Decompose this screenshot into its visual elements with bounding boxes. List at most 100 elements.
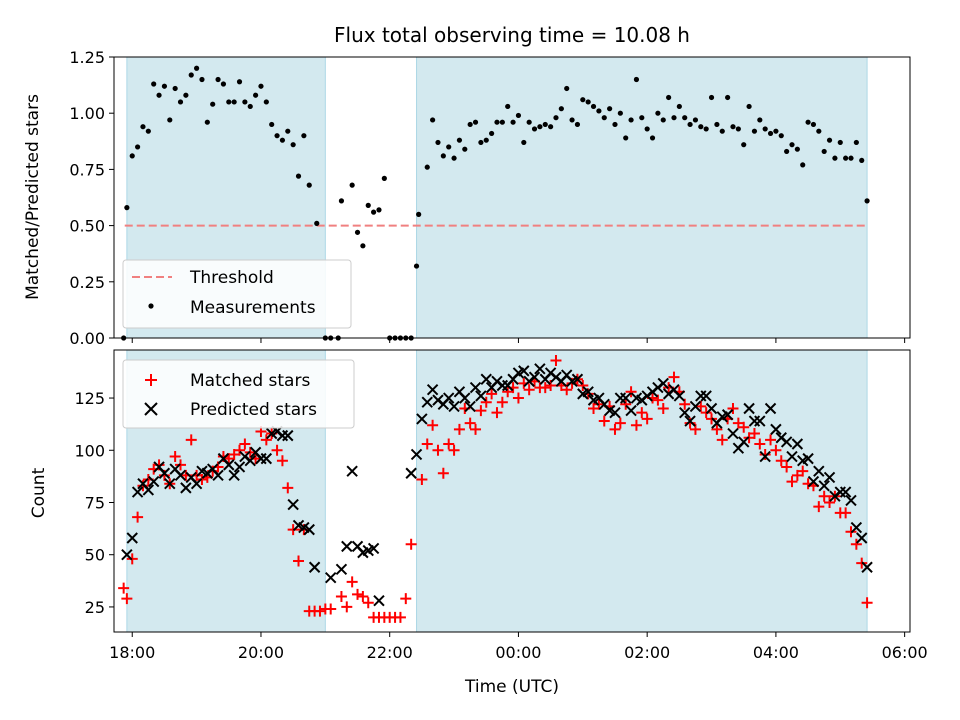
y-tick-label: 100 xyxy=(74,441,105,460)
bottom-panel: 25 50 75 100 125 18:00 20:00 22:00 00:00 02:00 04… xyxy=(29,349,928,697)
y-tick-label: 0.00 xyxy=(69,329,105,348)
measurement-point xyxy=(628,117,634,123)
measurement-point xyxy=(853,139,859,146)
predicted-star-point xyxy=(625,404,637,417)
measurement-point xyxy=(837,139,843,146)
measurement-point xyxy=(714,121,720,128)
matched-star-point xyxy=(496,396,508,408)
matched-star-point xyxy=(818,490,830,502)
x-tick-label: 02:00 xyxy=(624,643,670,662)
matched-star-point xyxy=(357,590,369,602)
predicted-star-point xyxy=(861,561,873,573)
measurements-legend-swatch xyxy=(148,303,154,309)
predicted-star-point xyxy=(518,365,530,377)
measurement-point xyxy=(778,133,784,139)
matched-star-point xyxy=(362,597,374,609)
matched-star-point xyxy=(121,593,133,605)
measurement-point xyxy=(676,103,682,110)
top-x-axis-ticks xyxy=(131,338,906,343)
predicted-star-point xyxy=(244,455,256,467)
predicted-star-point xyxy=(126,532,138,544)
measurement-point xyxy=(416,211,422,217)
matched-star-point xyxy=(443,438,455,450)
matched-star-point xyxy=(352,588,364,600)
measurement-point xyxy=(226,99,232,105)
predicted-star-point xyxy=(754,415,766,427)
predicted-star-point xyxy=(721,409,734,421)
predicted-star-point xyxy=(743,402,755,415)
predicted-star-point xyxy=(421,396,433,408)
matched-star-point xyxy=(695,400,707,412)
measurement-point xyxy=(440,153,446,159)
threshold-legend-label: Threshold xyxy=(189,268,274,288)
measurement-point xyxy=(708,94,715,101)
measurement-point xyxy=(580,97,586,103)
matched-star-point xyxy=(416,474,428,486)
x-axis-label: Time (UTC) xyxy=(464,677,559,697)
matched-star-point xyxy=(545,380,557,392)
matched-star-point xyxy=(625,386,637,398)
y-tick-label: 75 xyxy=(85,493,105,512)
measurement-point xyxy=(269,121,275,128)
matched-star-point xyxy=(427,419,439,431)
measurement-point xyxy=(596,108,602,114)
predicted-star-point xyxy=(689,400,702,413)
matched-star-point xyxy=(271,444,283,456)
measurement-point xyxy=(644,126,650,132)
measurement-point xyxy=(161,83,168,89)
bottom-y-axis-ticks: 25 50 75 100 125 xyxy=(74,389,114,617)
matched-star-point xyxy=(850,538,862,550)
matched-star-point xyxy=(775,455,787,467)
predicted-star-point xyxy=(657,377,669,390)
predicted-star-point xyxy=(448,400,460,413)
measurement-point xyxy=(124,205,130,211)
measurement-point xyxy=(371,209,377,215)
matched-legend-label: Matched stars xyxy=(190,371,310,391)
measurement-point xyxy=(816,128,822,134)
matched-star-point xyxy=(668,371,680,383)
predicted-star-point xyxy=(121,549,133,561)
measurement-point xyxy=(435,139,441,146)
predicted-star-point xyxy=(212,469,224,482)
bottom-plot-frame xyxy=(113,349,911,633)
predicted-star-point xyxy=(673,390,686,402)
matched-star-point xyxy=(260,434,272,446)
predicted-star-point xyxy=(620,392,632,404)
measurement-point xyxy=(623,135,629,141)
predicted-star-point xyxy=(850,521,863,534)
measurement-point xyxy=(220,81,227,87)
measurement-point xyxy=(279,137,286,143)
y-tick-label: 0.25 xyxy=(69,273,105,292)
matched-star-point xyxy=(824,496,836,508)
x-tick-label: 20:00 xyxy=(238,643,284,662)
matched-star-point xyxy=(711,423,723,435)
measurement-point xyxy=(757,117,763,123)
matched-star-point xyxy=(464,417,476,429)
predicted-star-point xyxy=(727,427,739,440)
measurement-point xyxy=(135,144,141,150)
measurement-point xyxy=(215,76,221,83)
predicted-star-point xyxy=(480,373,492,385)
measurement-point xyxy=(558,106,564,112)
predicted-star-point xyxy=(324,571,337,584)
measurement-point xyxy=(859,157,865,164)
measurement-point xyxy=(751,128,758,134)
measurement-point xyxy=(183,92,189,98)
top-chart-title: Flux total observing time = 10.08 h xyxy=(334,23,690,47)
measurement-point xyxy=(784,148,790,155)
predicted-star-point xyxy=(131,486,144,498)
shaded-interval xyxy=(416,56,868,339)
y-tick-label: 1.00 xyxy=(69,104,105,123)
matched-star-point xyxy=(577,380,589,392)
matched-star-point xyxy=(475,405,487,417)
measurement-point xyxy=(376,207,382,213)
measurement-point xyxy=(253,92,259,98)
measurement-point xyxy=(306,182,312,188)
measurement-point xyxy=(585,99,591,105)
matched-legend-swatch xyxy=(145,374,157,386)
measurement-point xyxy=(194,65,200,71)
predicted-star-point xyxy=(764,402,777,415)
predicted-star-point xyxy=(475,390,487,402)
predicted-star-point xyxy=(780,436,793,448)
top-y-axis-ticks: 0.00 0.25 0.50 0.75 1.00 1.25 xyxy=(69,48,114,348)
